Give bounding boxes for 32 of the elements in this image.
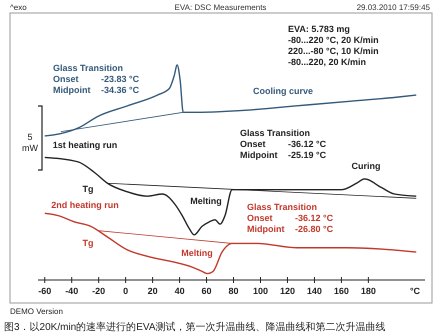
x-tick-label: 160	[334, 286, 349, 296]
x-tick-label: 180	[360, 286, 376, 296]
chart-title: EVA: DSC Measurements	[174, 3, 266, 12]
x-tick-label: 80	[228, 286, 239, 296]
annotation: Melting	[181, 248, 213, 258]
x-tick-label: 120	[280, 286, 295, 296]
annotation: Melting	[190, 196, 222, 206]
y-axis-title: 5 mW	[22, 132, 38, 153]
x-axis-title: °C	[410, 286, 421, 296]
x-tick-label: 100	[252, 286, 268, 296]
annotation: 1st heating run	[52, 140, 118, 150]
x-tick-label: -40	[65, 286, 78, 296]
chart-subtitle: 29.03.2010 17:59:45	[356, 3, 431, 12]
text: Glass Transition Onset -23.83 °C Midpoint -34.36 °C	[53, 63, 140, 95]
x-tick-label: 40	[174, 286, 185, 296]
annotation: Tg	[82, 238, 94, 248]
text: Glass Transition Onset -36.12 °C Midpoint -26.80 °C	[247, 202, 334, 234]
x-tick-label: 0	[123, 286, 128, 296]
x-tick-label: 20	[148, 286, 158, 296]
annotation: EVA: 5.783 mg -80...220 °C, 20 K/min 220...-80 °C, 10 K/min -80...220, 20 K/min	[288, 24, 379, 67]
x-tick-label: 140	[306, 286, 322, 296]
annotation: 2nd heating run	[51, 200, 119, 210]
caption: 图3．以20K/min的速率进行的EVA测试，第一次升温曲线、降温曲线和第二次升温曲线	[4, 321, 386, 333]
x-tick-label: 60	[202, 286, 212, 296]
text: DEMO Version	[10, 307, 63, 316]
x-tick-label: -20	[92, 286, 106, 296]
annotation: Curing	[352, 161, 380, 171]
annotation: Tg	[82, 184, 94, 194]
annotation: Cooling curve	[252, 86, 314, 96]
text: Glass Transition Onset -36.12 °C Midpoint -25.19 °C	[240, 128, 326, 160]
x-tick-label: -60	[38, 286, 52, 296]
text: ^exo	[10, 3, 28, 12]
